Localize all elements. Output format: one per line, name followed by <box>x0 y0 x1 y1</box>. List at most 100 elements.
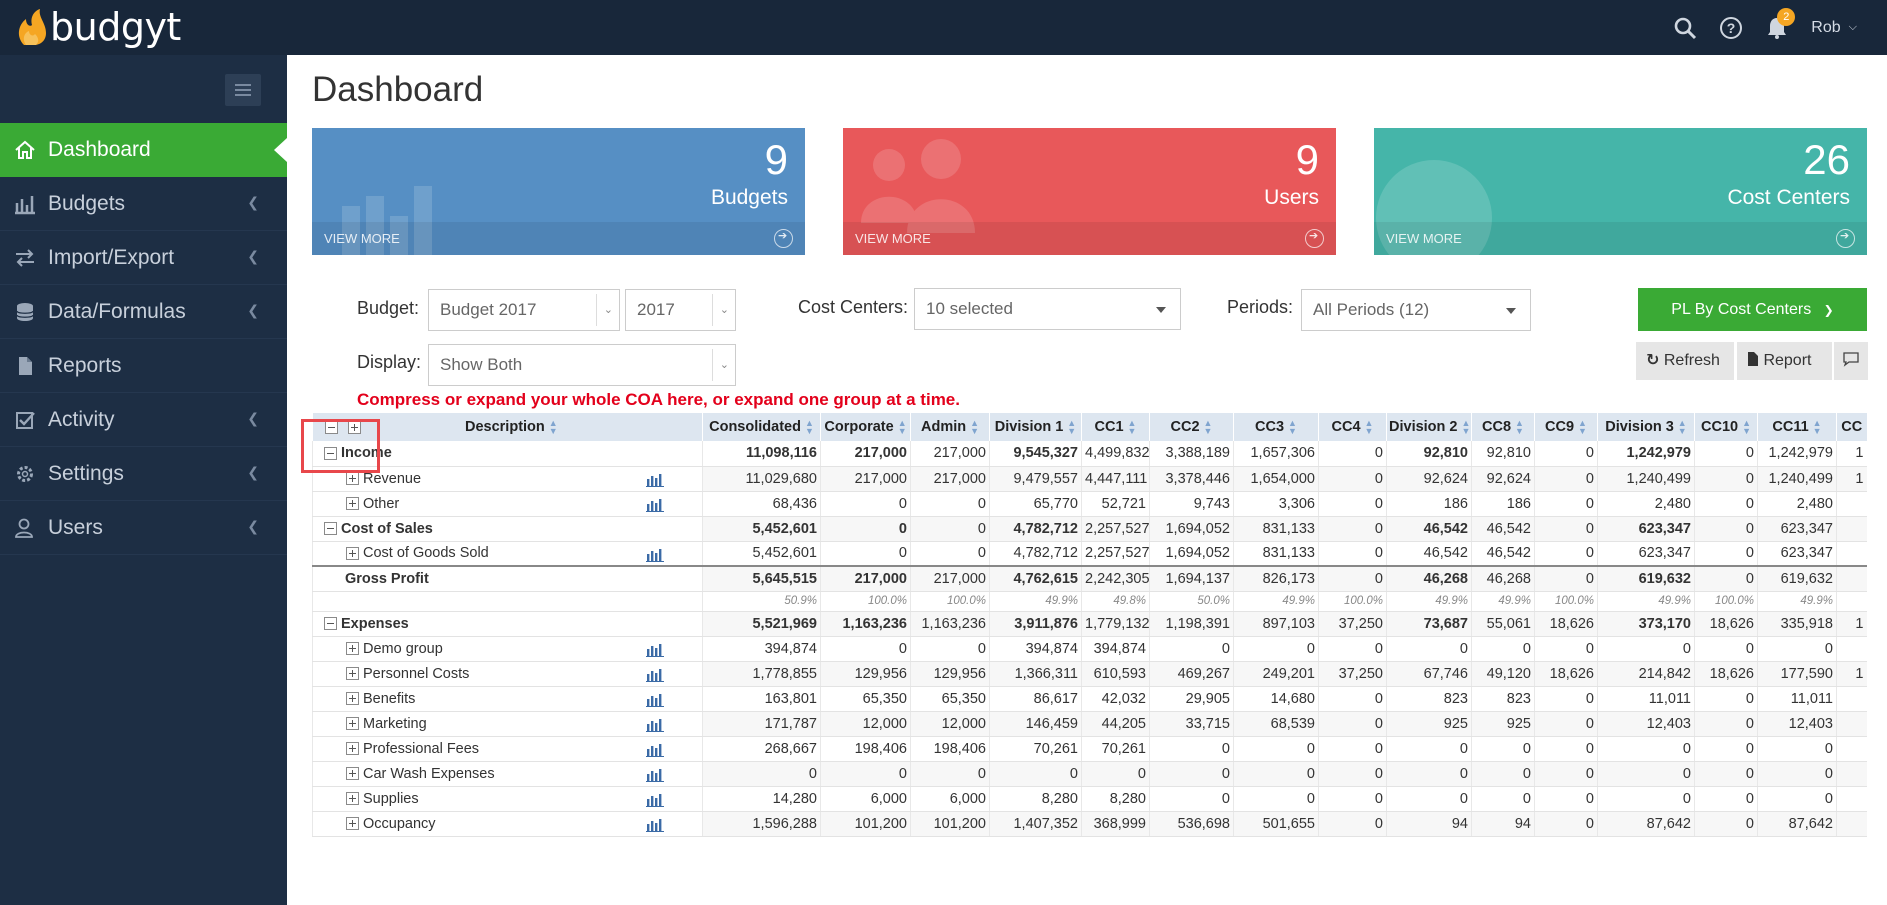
bar-chart-icon[interactable] <box>646 498 664 512</box>
sidebar-item-settings[interactable]: Settings ❮ <box>0 447 287 501</box>
bar-chart-icon[interactable] <box>646 473 664 487</box>
help-icon[interactable]: ? <box>1719 16 1743 40</box>
column-header[interactable]: CC9 ▲ ▼ <box>1534 413 1598 441</box>
bar-chart-icon[interactable] <box>646 548 664 562</box>
table-cell: 0 <box>1694 466 1758 492</box>
collapse-group-icon[interactable] <box>324 617 337 631</box>
budget-select[interactable]: Budget 2017 ⌄ <box>428 289 620 331</box>
periods-select-value: All Periods (12) <box>1313 300 1430 319</box>
column-header[interactable]: Division 1 ▲ ▼ <box>989 413 1082 441</box>
expand-group-icon[interactable] <box>346 546 359 560</box>
bar-chart-icon[interactable] <box>646 743 664 757</box>
sidebar-item-dashboard[interactable]: Dashboard <box>0 123 287 177</box>
sidebar-item-users[interactable]: Users ❮ <box>0 501 287 555</box>
column-header[interactable]: CC1 ▲ ▼ <box>1081 413 1150 441</box>
column-header[interactable]: CC2 ▲ ▼ <box>1149 413 1234 441</box>
column-header[interactable]: Consolidated ▲ ▼ <box>702 413 821 441</box>
report-type-dropdown-button[interactable]: PL By Cost Centers ❯ <box>1638 288 1867 331</box>
column-header[interactable]: CC10 ▲ ▼ <box>1694 413 1758 441</box>
view-more-budgets-link[interactable]: VIEW MORE <box>312 222 805 255</box>
table-cell: 1,657,306 <box>1233 441 1319 467</box>
table-cell: 0 <box>1757 786 1837 812</box>
search-icon[interactable] <box>1673 16 1697 40</box>
refresh-icon: ↻ <box>1646 352 1660 369</box>
table-cell: 0 <box>1694 541 1758 567</box>
refresh-button[interactable]: ↻ Refresh <box>1636 342 1734 380</box>
table-cell: 46,542 <box>1386 516 1472 542</box>
expand-group-icon[interactable] <box>346 497 359 511</box>
bar-chart-icon[interactable] <box>646 793 664 807</box>
table-cell: 70,261 <box>1081 736 1150 762</box>
table-cell: 623,347 <box>1757 541 1837 567</box>
sidebar-item-label: Users <box>48 515 103 539</box>
column-header[interactable]: CC8 ▲ ▼ <box>1471 413 1535 441</box>
table-row: Benefits 163,801 65,350 65,350 86,617 42,032 2… <box>312 686 1867 712</box>
bar-chart-icon[interactable] <box>646 693 664 707</box>
expand-group-icon[interactable] <box>346 817 359 831</box>
caret-down-icon <box>1506 308 1516 314</box>
sidebar-item-activity[interactable]: Activity ❮ <box>0 393 287 447</box>
expand-all-icon[interactable] <box>348 420 361 434</box>
table-cell: 5,452,601 <box>702 541 821 567</box>
view-more-users-link[interactable]: VIEW MORE <box>843 222 1336 255</box>
column-header[interactable]: CC <box>1836 413 1867 441</box>
description-header[interactable]: Description ▲ ▼ <box>312 413 703 441</box>
row-label: Supplies <box>363 790 419 807</box>
report-button[interactable]: Report <box>1737 342 1832 380</box>
table-cell: 0 <box>1597 736 1695 762</box>
column-header[interactable]: Admin ▲ ▼ <box>910 413 990 441</box>
pl-table: Description ▲ ▼ Consolidated ▲ ▼ Corporate ▲ ▼ Ad… <box>312 413 1867 837</box>
column-header[interactable]: Division 3 ▲ ▼ <box>1597 413 1695 441</box>
bar-chart-icon[interactable] <box>646 818 664 832</box>
sidebar-item-import-export[interactable]: Import/Export ❮ <box>0 231 287 285</box>
bar-chart-icon[interactable] <box>646 768 664 782</box>
sidebar-toggle-button[interactable] <box>225 74 261 106</box>
bar-chart-icon[interactable] <box>646 643 664 657</box>
expand-group-icon[interactable] <box>346 742 359 756</box>
column-header[interactable]: Division 2 ▲ ▼ <box>1386 413 1472 441</box>
comments-button[interactable] <box>1834 342 1868 380</box>
expand-group-icon[interactable] <box>346 472 359 486</box>
cost-centers-filter-label: Cost Centers: <box>798 297 909 317</box>
column-header[interactable]: CC4 ▲ ▼ <box>1318 413 1387 441</box>
table-cell: 9,479,557 <box>989 466 1082 492</box>
table-cell: 49.9% <box>989 591 1082 612</box>
expand-group-icon[interactable] <box>346 667 359 681</box>
table-cell: 0 <box>1471 761 1535 787</box>
collapse-all-icon[interactable] <box>325 420 338 434</box>
column-header-label: CC10 <box>1701 418 1739 435</box>
table-cell: 0 <box>1318 491 1387 517</box>
table-cell: 0 <box>1694 636 1758 662</box>
sidebar-item-budgets[interactable]: Budgets ❮ <box>0 177 287 231</box>
view-more-cost-centers-link[interactable]: VIEW MORE <box>1374 222 1867 255</box>
periods-select[interactable]: All Periods (12) <box>1301 289 1531 331</box>
table-cell: 0 <box>1694 565 1758 592</box>
display-select[interactable]: Show Both ⌄ <box>428 344 736 386</box>
collapse-group-icon[interactable] <box>324 446 337 460</box>
expand-group-icon[interactable] <box>346 717 359 731</box>
table-cell: 49.8% <box>1081 591 1150 612</box>
sidebar-item-data-formulas[interactable]: Data/Formulas ❮ <box>0 285 287 339</box>
table-cell: 0 <box>1534 565 1598 592</box>
chevron-left-icon: ❮ <box>247 302 259 318</box>
table-cell: 18,626 <box>1534 611 1598 637</box>
column-header[interactable]: CC3 ▲ ▼ <box>1233 413 1319 441</box>
expand-group-icon[interactable] <box>346 767 359 781</box>
table-cell: 186 <box>1386 491 1472 517</box>
expand-group-icon[interactable] <box>346 792 359 806</box>
cost-centers-select[interactable]: 10 selected <box>914 288 1181 330</box>
column-header[interactable]: Corporate ▲ ▼ <box>820 413 911 441</box>
expand-group-icon[interactable] <box>346 692 359 706</box>
bar-chart-icon[interactable] <box>646 718 664 732</box>
year-select[interactable]: 2017 ⌄ <box>625 289 736 331</box>
collapse-group-icon[interactable] <box>324 522 337 536</box>
bar-chart-icon[interactable] <box>646 668 664 682</box>
column-header[interactable]: CC11 ▲ ▼ <box>1757 413 1837 441</box>
logo[interactable]: budgyt <box>14 2 181 52</box>
sort-icon: ▲ ▼ <box>1364 418 1374 437</box>
sidebar-item-reports[interactable]: Reports <box>0 339 287 393</box>
table-cell: 0 <box>820 516 911 542</box>
user-menu[interactable]: Rob ⌵ <box>1811 19 1857 37</box>
expand-group-icon[interactable] <box>346 642 359 656</box>
notifications-button[interactable]: 2 <box>1765 7 1796 40</box>
